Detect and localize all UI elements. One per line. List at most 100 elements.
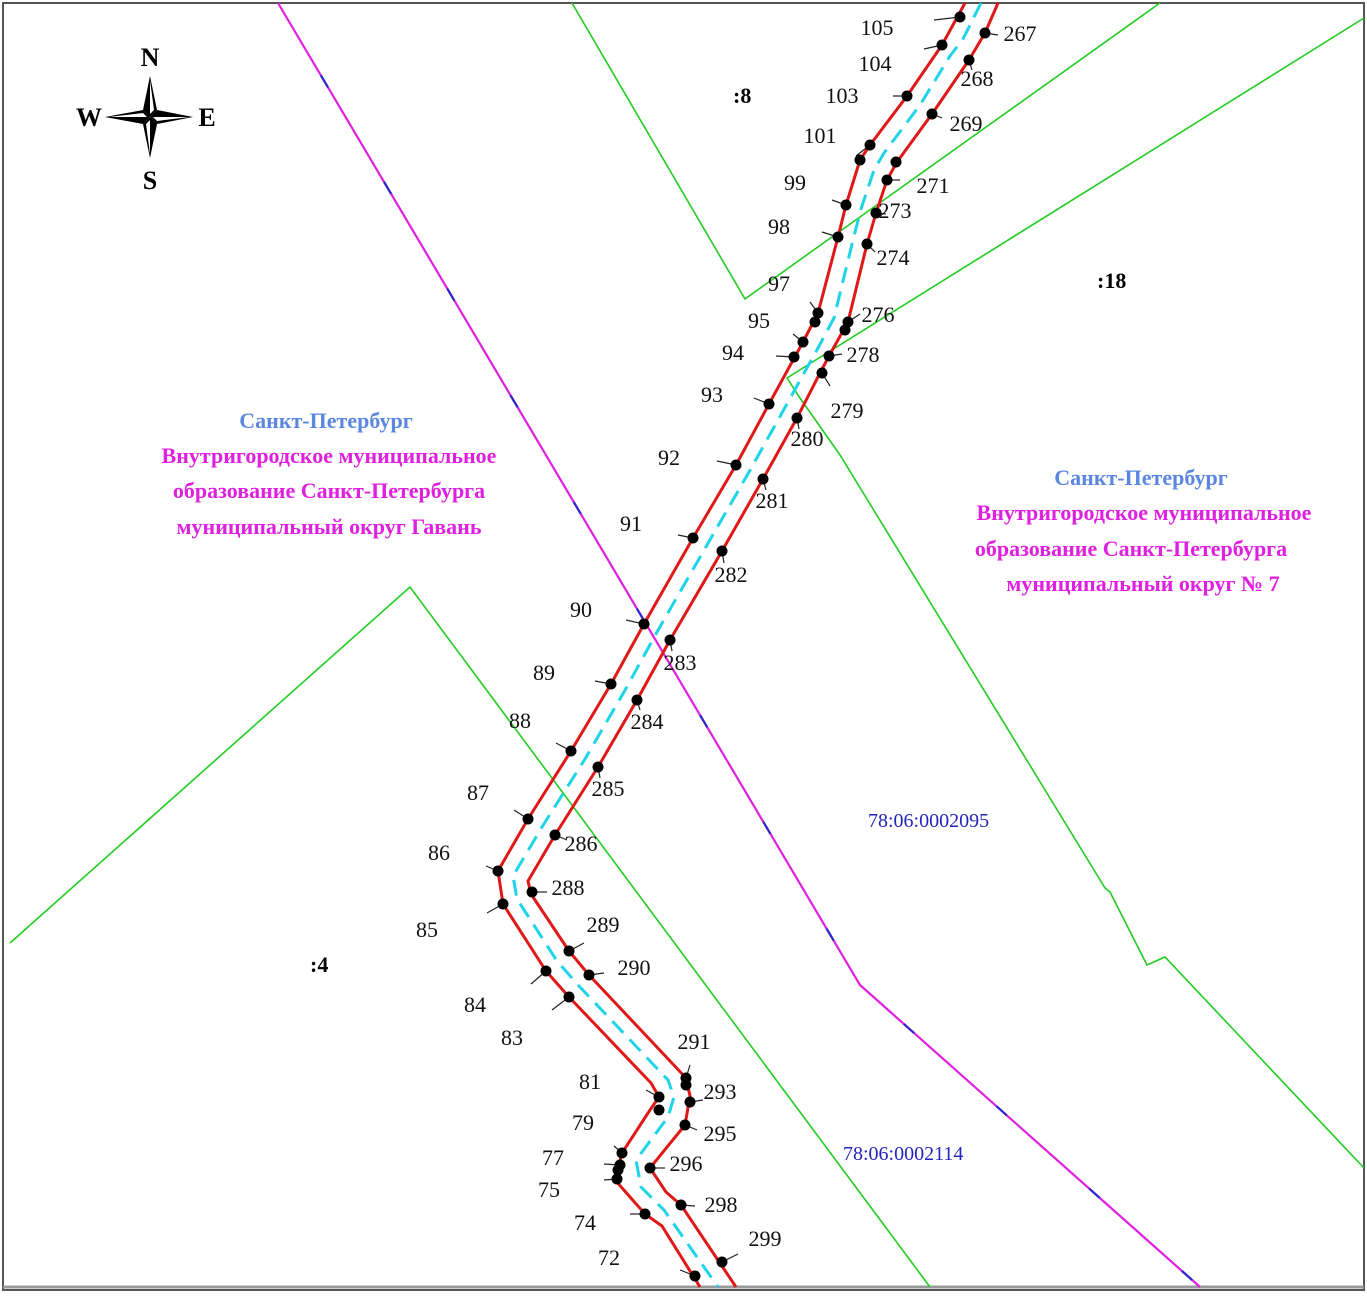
boundary-point-286[interactable]: 286 — [549, 829, 598, 857]
point-label: 74 — [574, 1210, 596, 1235]
boundary-point-284[interactable]: 284 — [631, 694, 664, 735]
point-label: 286 — [565, 831, 598, 856]
boundary-point-293[interactable]: 293 — [680, 1079, 737, 1108]
point-label: 72 — [598, 1245, 620, 1270]
point-label: 293 — [704, 1079, 737, 1104]
boundary-point-267[interactable]: 267 — [979, 21, 1037, 46]
boundary-point-72[interactable]: 72 — [598, 1245, 701, 1282]
boundary-point-290[interactable]: 290 — [583, 955, 651, 981]
boundary-point-74[interactable]: 74 — [574, 1208, 651, 1236]
point-label: 90 — [570, 597, 592, 622]
boundary-point-99[interactable]: 99 — [784, 170, 852, 211]
boundary-point-105[interactable]: 105 — [861, 11, 966, 41]
boundary-point-282[interactable]: 282 — [715, 545, 748, 588]
point-label: 267 — [1004, 21, 1037, 46]
boundary-point-93[interactable]: 93 — [701, 382, 775, 410]
boundary-point-95[interactable]: 95 — [748, 308, 809, 348]
point-label: 288 — [552, 875, 585, 900]
district-boundary-magenta — [277, 2, 1201, 1288]
point-label: 101 — [804, 123, 837, 148]
boundary-point-86[interactable]: 86 — [428, 840, 504, 877]
boundary-point-278[interactable]: 278 — [823, 342, 880, 367]
point-label: 97 — [768, 271, 790, 296]
boundary-point-90[interactable]: 90 — [570, 597, 650, 630]
point-label: 104 — [859, 51, 892, 76]
boundary-point-276[interactable]: 276 — [839, 302, 895, 336]
point-marker — [861, 238, 873, 250]
boundary-point-279[interactable]: 279 — [816, 367, 864, 424]
point-marker — [616, 1147, 628, 1159]
point-marker — [631, 694, 643, 706]
boundary-point-274[interactable]: 274 — [861, 238, 910, 271]
quarter-label-2095[interactable]: 78:06:0002095 — [868, 810, 989, 832]
boundary-point-269[interactable]: 269 — [926, 108, 983, 137]
boundary-point-295[interactable]: 295 — [679, 1119, 737, 1147]
boundary-point-103[interactable]: 103 — [826, 83, 913, 108]
point-marker — [936, 39, 948, 51]
boundary-point-81[interactable]: 81 — [579, 1069, 665, 1116]
boundary-point-85[interactable]: 85 — [416, 898, 509, 943]
quarter-label-2114[interactable]: 78:06:0002114 — [843, 1143, 963, 1165]
compass-south: S — [143, 166, 157, 195]
boundary-point-97[interactable]: 97 — [768, 271, 824, 328]
parcel-label-4[interactable]: :4 — [310, 952, 328, 977]
point-marker — [605, 678, 617, 690]
boundary-point-89[interactable]: 89 — [533, 660, 617, 690]
boundary-point-98[interactable]: 98 — [768, 214, 844, 243]
boundary-point-84[interactable]: 84 — [464, 965, 552, 1018]
compass-north: N — [141, 43, 160, 72]
boundary-point-77[interactable]: 77 — [542, 1145, 626, 1176]
boundary-point-101[interactable]: 101 — [804, 123, 876, 166]
boundary-point-296[interactable]: 296 — [644, 1151, 703, 1176]
point-label: 77 — [542, 1145, 564, 1170]
point-marker — [644, 1162, 656, 1174]
boundary-point-298[interactable]: 298 — [675, 1192, 738, 1217]
point-label: 291 — [678, 1029, 711, 1054]
point-label: 285 — [592, 776, 625, 801]
point-label: 75 — [538, 1177, 560, 1202]
boundary-point-91[interactable]: 91 — [620, 511, 699, 544]
boundary-point-83[interactable]: 83 — [501, 991, 575, 1051]
boundary-point-94[interactable]: 94 — [722, 340, 800, 365]
boundary-point-268[interactable]: 268 — [961, 54, 994, 92]
boundary-point-75[interactable]: 75 — [538, 1173, 623, 1203]
point-marker — [763, 398, 775, 410]
parcel-label-8[interactable]: :8 — [733, 83, 751, 108]
parcel-boundaries — [9, 2, 1365, 1288]
point-marker — [716, 1256, 728, 1268]
point-marker — [638, 618, 650, 630]
boundary-point-281[interactable]: 281 — [756, 473, 789, 514]
point-label: 93 — [701, 382, 723, 407]
point-label: 279 — [831, 398, 864, 423]
point-marker — [757, 473, 769, 485]
point-marker — [901, 90, 913, 102]
boundary-point-271[interactable]: 271 — [881, 156, 950, 199]
point-marker — [881, 174, 893, 186]
point-marker — [653, 1091, 665, 1103]
point-marker — [583, 969, 595, 981]
boundary-point-92[interactable]: 92 — [658, 445, 742, 471]
boundary-point-289[interactable]: 289 — [563, 912, 620, 957]
boundary-point-280[interactable]: 280 — [791, 412, 824, 452]
boundary-point-104[interactable]: 104 — [859, 39, 948, 77]
boundary-point-299[interactable]: 299 — [716, 1226, 782, 1268]
boundary-point-273[interactable]: 273 — [870, 198, 912, 223]
point-label: 103 — [826, 83, 859, 108]
parcel-label-18[interactable]: :18 — [1097, 268, 1126, 293]
point-label: 94 — [722, 340, 744, 365]
boundary-point-79[interactable]: 79 — [572, 1110, 628, 1159]
boundary-point-87[interactable]: 87 — [467, 780, 534, 825]
point-label: 298 — [705, 1192, 738, 1217]
boundary-point-283[interactable]: 283 — [664, 634, 697, 676]
point-label: 276 — [862, 302, 895, 327]
point-label: 89 — [533, 660, 555, 685]
point-marker — [526, 886, 538, 898]
point-label: 295 — [704, 1121, 737, 1146]
point-marker — [497, 898, 509, 910]
boundary-point-285[interactable]: 285 — [592, 761, 625, 802]
boundary-point-291[interactable]: 291 — [678, 1029, 711, 1084]
boundary-point-88[interactable]: 88 — [509, 708, 577, 757]
boundary-point-288[interactable]: 288 — [526, 875, 585, 900]
point-marker — [563, 991, 575, 1003]
